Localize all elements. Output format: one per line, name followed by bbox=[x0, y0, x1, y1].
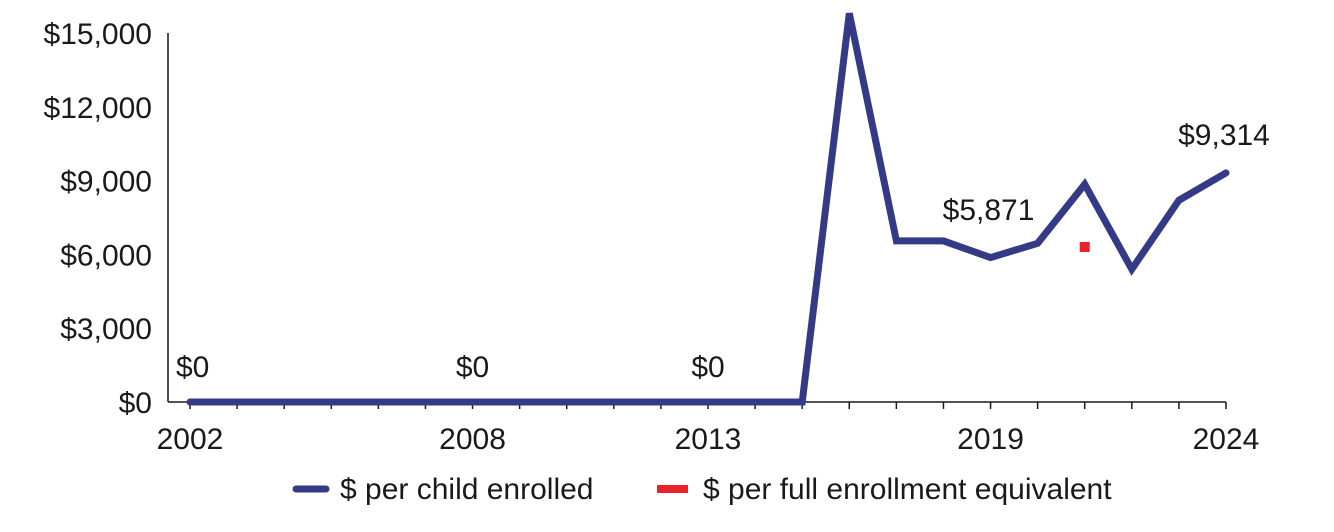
data-label: $0 bbox=[456, 351, 489, 384]
data-label: $9,314 bbox=[1178, 119, 1270, 152]
data-labels: $0 $0 $0 $5,871 $9,314 bbox=[176, 119, 1270, 384]
data-label: $0 bbox=[176, 351, 209, 384]
x-tick-label: 2002 bbox=[157, 423, 224, 456]
series-layer bbox=[186, 12, 1230, 406]
legend: $ per child enrolled $ per full enrollmen… bbox=[292, 473, 1112, 506]
y-tick-label: $6,000 bbox=[60, 239, 152, 272]
y-tick-label: $9,000 bbox=[60, 166, 152, 199]
x-tick-label: 2013 bbox=[675, 423, 742, 456]
x-tick-label: 2024 bbox=[1193, 423, 1260, 456]
x-tick-label: 2008 bbox=[439, 423, 506, 456]
y-tick-label: $15,000 bbox=[44, 18, 152, 51]
x-tick-label: 2019 bbox=[957, 423, 1024, 456]
legend-label-per-child-enrolled: $ per child enrolled bbox=[340, 473, 594, 506]
y-tick-label: $3,000 bbox=[60, 313, 152, 346]
series-line-per-child-enrolled bbox=[186, 12, 1230, 406]
series-marker-per-full-enrollment-equivalent bbox=[1079, 242, 1090, 253]
legend-label-per-full-enrollment-equivalent: $ per full enrollment equivalent bbox=[703, 473, 1112, 506]
y-tick-label: $0 bbox=[119, 387, 152, 420]
y-axis-tick-labels: $0 $3,000 $6,000 $9,000 $12,000 $15,000 bbox=[44, 18, 152, 420]
x-axis-tick-labels: 2002 2008 2013 2019 2024 bbox=[157, 423, 1260, 456]
data-label: $0 bbox=[691, 351, 724, 384]
legend-swatch-per-full-enrollment-equivalent bbox=[657, 485, 688, 493]
data-label: $5,871 bbox=[943, 194, 1035, 227]
y-tick-label: $12,000 bbox=[44, 92, 152, 125]
